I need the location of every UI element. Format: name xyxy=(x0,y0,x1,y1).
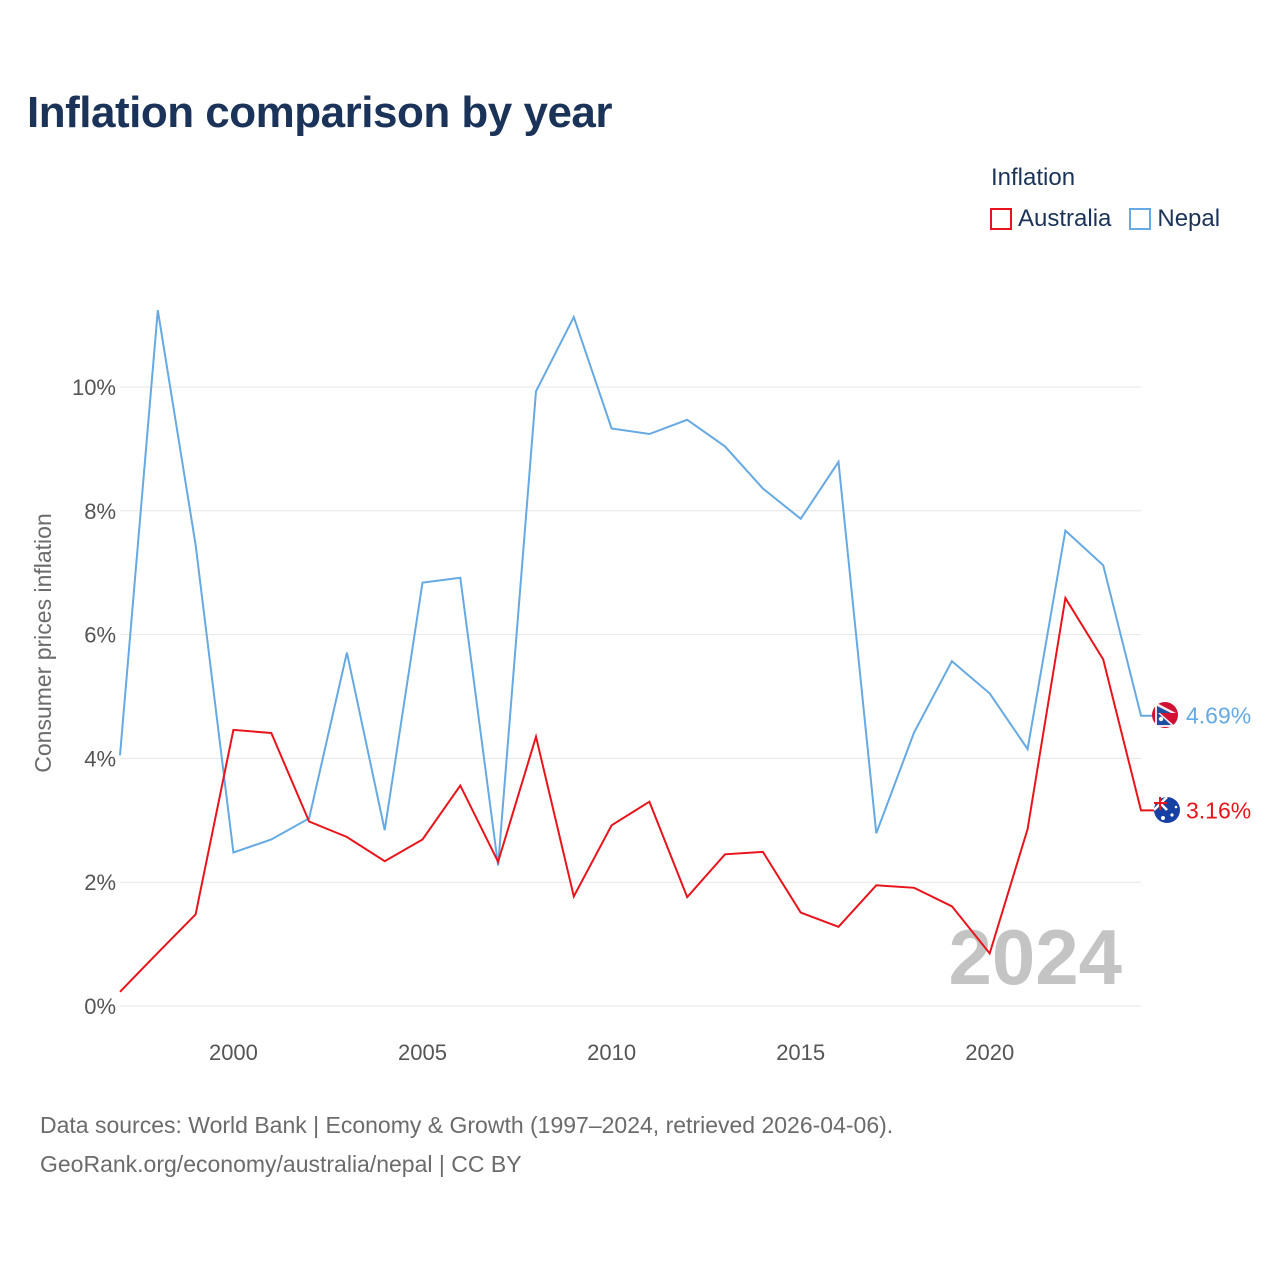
credit-line[interactable]: GeoRank.org/economy/australia/nepal | CC… xyxy=(40,1151,522,1177)
grid-lines xyxy=(120,386,1141,1007)
end-labels: 4.69% 3.16% xyxy=(1186,703,1251,824)
legend-label-nepal: Nepal xyxy=(1157,205,1221,232)
axis-ticks: 0% 2% 4% 6% 8% 10% 2000 2005 2010 2015 2020 xyxy=(72,375,1014,1065)
series-line-australia[interactable] xyxy=(119,595,1156,993)
x-tick-label: 2010 xyxy=(587,1040,636,1065)
end-label-australia: 3.16% xyxy=(1186,797,1251,823)
legend-item-nepal[interactable]: Nepal xyxy=(1129,205,1220,233)
legend-swatch-australia xyxy=(990,208,1012,230)
y-axis-label: Consumer prices inflation xyxy=(30,513,56,773)
y-tick-label: 4% xyxy=(84,746,116,771)
sources-line: Data sources: World Bank | Economy & Gro… xyxy=(40,1112,894,1138)
y-tick-label: 8% xyxy=(84,499,116,524)
series-line-nepal[interactable] xyxy=(119,310,1156,866)
end-label-nepal: 4.69% xyxy=(1186,703,1251,729)
legend-label-australia: Australia xyxy=(1018,205,1112,232)
y-tick-label: 10% xyxy=(72,375,116,400)
legend: Australia Nepal xyxy=(990,205,1220,233)
australia-flag-icon xyxy=(1153,796,1180,823)
year-watermark: 2024 xyxy=(948,913,1122,1001)
chart-title: Inflation comparison by year xyxy=(27,88,613,137)
legend-swatch-nepal xyxy=(1129,208,1152,230)
nepal-flag-icon xyxy=(1152,702,1178,728)
y-tick-label: 6% xyxy=(84,623,116,648)
series-lines xyxy=(119,310,1156,993)
y-tick-label: 2% xyxy=(84,870,116,895)
x-tick-label: 2020 xyxy=(965,1040,1014,1065)
x-tick-label: 2015 xyxy=(776,1040,825,1065)
legend-title: Inflation xyxy=(991,164,1076,191)
x-tick-label: 2005 xyxy=(398,1040,447,1065)
y-tick-label: 0% xyxy=(84,994,116,1019)
x-tick-label: 2000 xyxy=(209,1040,258,1065)
legend-item-australia[interactable]: Australia xyxy=(990,205,1111,233)
data-sources: Data sources: World Bank | Economy & Gro… xyxy=(40,1106,893,1184)
